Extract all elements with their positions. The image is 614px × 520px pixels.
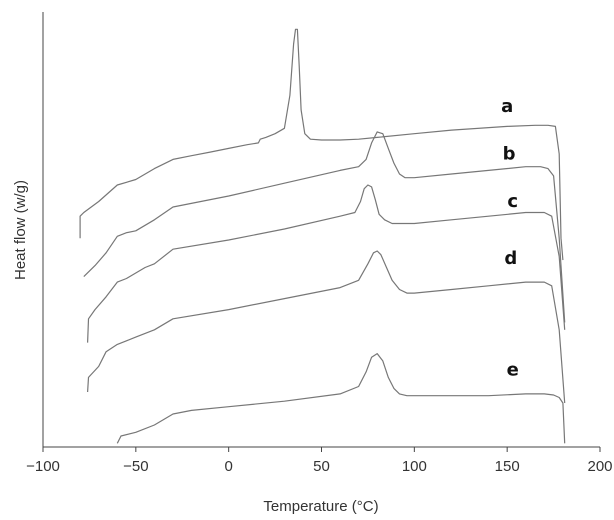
curve-group [79,28,566,444]
x-tick-label: 200 [587,458,612,475]
curve-label-a: a [501,96,513,117]
curve-label-b: b [503,143,516,164]
curve-b [83,131,566,323]
curve-e [116,353,566,444]
x-tick-label: 0 [224,458,232,475]
x-tick-group: −100 −50 0 50 100 150 200 [26,447,613,475]
curve-label-group: a b c d e [501,96,519,381]
x-tick-label: 50 [313,458,330,475]
curve-label-d: d [504,248,517,269]
x-tick-label: −50 [123,458,148,475]
x-axis-title: Temperature (°C) [263,498,378,515]
x-tick-label: 100 [402,458,427,475]
curve-c [87,184,566,343]
x-tick-label: −100 [26,458,60,475]
curve-a [79,28,564,261]
curve-label-c: c [507,191,518,212]
y-axis-title: Heat flow (w/g) [12,180,29,280]
curve-label-e: e [507,360,519,381]
curve-d [87,250,566,404]
x-tick-label: 150 [495,458,520,475]
